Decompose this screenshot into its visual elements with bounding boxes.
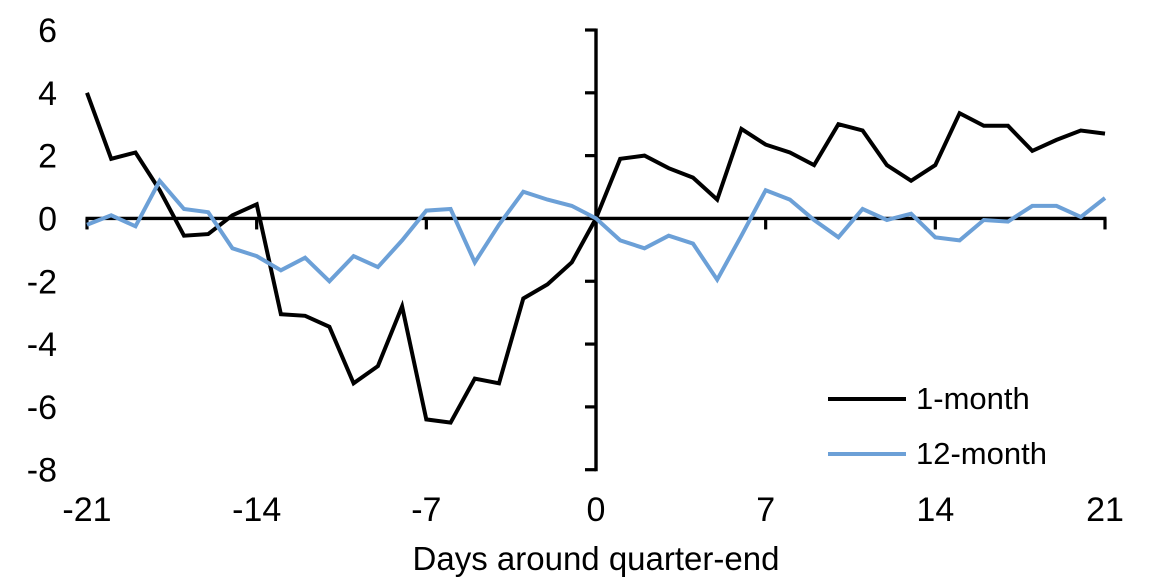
x-tick-label: 14 xyxy=(916,491,954,529)
x-tick-label: 21 xyxy=(1086,491,1124,529)
legend-line-swatch-1-month xyxy=(828,396,906,401)
legend-label: 12-month xyxy=(916,435,1047,471)
series-line-12-month xyxy=(86,177,1107,285)
y-tick-label: -2 xyxy=(27,263,57,301)
x-tick-label: -14 xyxy=(232,491,281,529)
y-tick-label: 4 xyxy=(38,75,57,113)
legend-item-1-month: 1-month xyxy=(828,371,1047,426)
y-tick-label: -8 xyxy=(27,452,57,490)
legend-label: 1-month xyxy=(916,380,1030,416)
y-tick-label: 2 xyxy=(38,138,57,176)
y-tick-label: -4 xyxy=(27,326,57,364)
x-tick-label: -21 xyxy=(62,491,111,529)
legend: 1-month 12-month xyxy=(828,371,1047,481)
x-axis-title: Days around quarter-end xyxy=(412,540,780,577)
x-tick-label: 7 xyxy=(756,491,775,529)
x-tick-label: -7 xyxy=(411,491,441,529)
y-tick-label: -6 xyxy=(27,389,57,427)
y-tick-label: 6 xyxy=(38,12,57,50)
y-tick-label: 0 xyxy=(38,200,57,238)
legend-line-swatch-12-month xyxy=(828,451,906,456)
x-tick-label: 0 xyxy=(587,491,606,529)
legend-item-12-month: 12-month xyxy=(828,426,1047,481)
